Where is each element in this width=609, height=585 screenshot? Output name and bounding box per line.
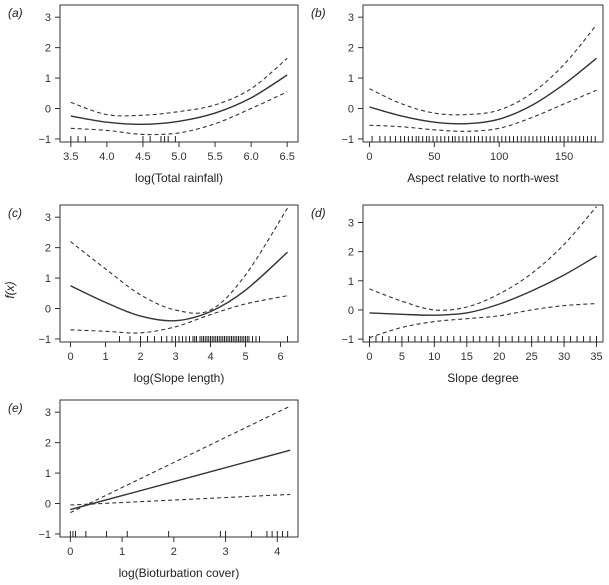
- y-tick-label: 2: [348, 43, 354, 55]
- x-tick-label: 4.0: [99, 151, 114, 163]
- panel-label: (d): [311, 206, 326, 220]
- panel-e: (e) −1 0 1 2 3 0 1 2 3 4 log(Bioturbation cover): [8, 399, 299, 580]
- x-tick-label: 2: [171, 546, 177, 558]
- x-tick-label: 30: [558, 351, 570, 363]
- y-tick-label: 1: [45, 468, 51, 480]
- y-tick-label: 2: [45, 43, 51, 55]
- x-tick-label: 1: [102, 351, 108, 363]
- y-tick-label: 3: [45, 212, 51, 224]
- x-tick-label: 5.5: [207, 151, 222, 163]
- x-tick-label: 10: [428, 351, 440, 363]
- x-axis-title: Slope degree: [447, 371, 519, 385]
- y-tick-label: 2: [45, 243, 51, 255]
- plot-frame: [362, 204, 604, 343]
- plot-frame: [362, 4, 604, 143]
- y-tick-label: 0: [45, 499, 51, 511]
- x-tick-label: 0: [67, 351, 73, 363]
- x-tick-label: 0: [366, 351, 372, 363]
- x-tick-label: 4: [207, 351, 213, 363]
- x-tick-label: 6.0: [243, 151, 258, 163]
- plot-frame: [59, 204, 299, 343]
- y-tick-label: 0: [45, 104, 51, 116]
- y-label-close: ): [3, 281, 17, 287]
- fitted-curve: [369, 255, 597, 316]
- upper-confidence-band: [70, 207, 288, 314]
- x-axis-title: log(Slope length): [134, 371, 225, 385]
- fitted-curve: [70, 449, 291, 511]
- x-axis-title: log(Bioturbation cover): [119, 566, 240, 580]
- x-tick-label: 6: [277, 351, 283, 363]
- x-axis-title: Aspect relative to north-west: [407, 171, 559, 185]
- y-tick-label: 2: [348, 247, 354, 259]
- x-tick-label: 50: [428, 151, 440, 163]
- y-tick-label: 2: [45, 438, 51, 450]
- fitted-curve: [70, 251, 288, 322]
- x-tick-label: 6.5: [280, 151, 295, 163]
- x-tick-label: 1: [119, 546, 125, 558]
- x-tick-label: 3: [172, 351, 178, 363]
- panel-label: (e): [8, 401, 23, 415]
- lower-confidence-band: [70, 91, 288, 136]
- panel-label: (b): [311, 6, 326, 20]
- x-tick-label: 150: [555, 151, 573, 163]
- x-tick-label: 0: [366, 151, 372, 163]
- upper-confidence-band: [369, 24, 597, 116]
- x-tick-label: 20: [493, 351, 505, 363]
- panel-a: (a) −1 0 1 2 3 3.5 4.0 4.5 5.0 5.5 6.0 6.5 log(Total …: [8, 4, 299, 185]
- y-tick-label: −1: [341, 334, 354, 346]
- y-label-var: x: [3, 284, 17, 292]
- y-tick-label: −1: [341, 134, 354, 146]
- y-tick-label: 3: [348, 217, 354, 229]
- fitted-curve: [70, 74, 288, 126]
- x-tick-label: 0: [67, 546, 73, 558]
- y-tick-label: −1: [38, 529, 51, 541]
- lower-confidence-band: [369, 302, 597, 339]
- y-tick-label: 0: [348, 104, 354, 116]
- lower-confidence-band: [70, 493, 291, 506]
- x-tick-label: 35: [590, 351, 602, 363]
- x-tick-label: 3.5: [63, 151, 78, 163]
- panel-label: (a): [8, 6, 23, 20]
- y-tick-label: 0: [348, 305, 354, 317]
- upper-confidence-band: [70, 405, 291, 514]
- y-tick-label: 3: [45, 407, 51, 419]
- y-tick-label: −1: [38, 334, 51, 346]
- x-tick-label: 15: [461, 351, 473, 363]
- y-tick-label: 0: [45, 304, 51, 316]
- y-tick-label: −1: [38, 134, 51, 146]
- lower-confidence-band: [369, 89, 597, 132]
- x-tick-label: 100: [490, 151, 508, 163]
- x-tick-label: 4.5: [135, 151, 150, 163]
- y-label-f: f(: [3, 289, 17, 298]
- shared-y-axis-label: f(x): [3, 281, 17, 298]
- x-tick-label: 5: [242, 351, 248, 363]
- plot-frame: [59, 399, 299, 538]
- x-tick-label: 3: [223, 546, 229, 558]
- lower-confidence-band: [70, 295, 288, 334]
- panel-label: (c): [8, 206, 22, 220]
- y-tick-label: 1: [45, 273, 51, 285]
- y-tick-label: 1: [348, 276, 354, 288]
- x-axis-title: log(Total rainfall): [135, 171, 223, 185]
- x-tick-label: 5: [399, 351, 405, 363]
- x-tick-label: 4: [274, 546, 280, 558]
- y-tick-label: 1: [45, 73, 51, 85]
- upper-confidence-band: [70, 57, 288, 117]
- panel-c: (c) −1 0 1 2 3 0 1 2 3 4 5 6 log(Slope length): [8, 204, 299, 385]
- x-tick-label: 25: [526, 351, 538, 363]
- panel-b: (b) −1 0 1 2 3 0 50 100 150 Aspect relative to nor…: [311, 4, 604, 185]
- y-tick-label: 1: [348, 73, 354, 85]
- x-tick-label: 5.0: [171, 151, 186, 163]
- y-tick-label: 3: [45, 12, 51, 24]
- panels: (a) −1 0 1 2 3 3.5 4.0 4.5 5.0 5.5 6.0 6.5 log(Total …: [8, 4, 604, 580]
- upper-confidence-band: [369, 206, 597, 311]
- x-tick-label: 2: [137, 351, 143, 363]
- y-tick-label: 3: [348, 12, 354, 24]
- fitted-curve: [369, 57, 597, 125]
